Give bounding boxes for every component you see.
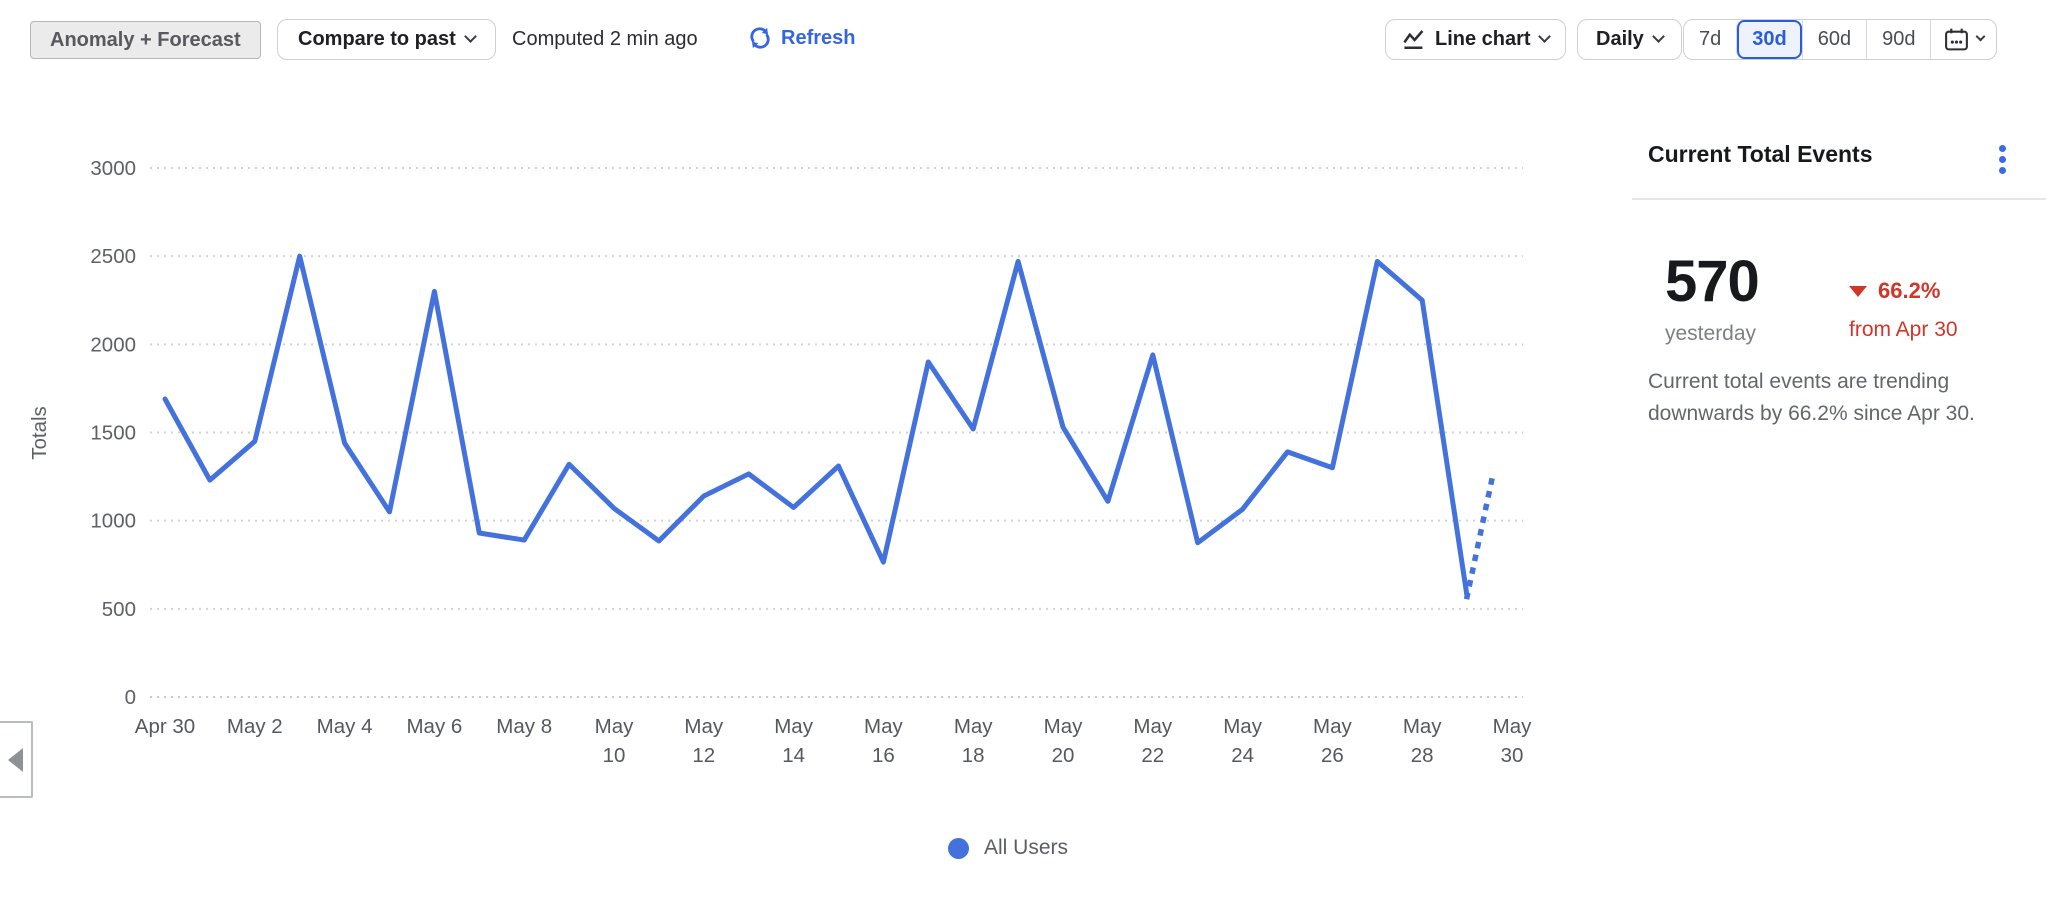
kebab-menu-button[interactable] xyxy=(1986,142,2018,176)
chart-type-button[interactable]: Line chart xyxy=(1385,19,1566,60)
x-tick-label: May xyxy=(954,715,993,738)
refresh-button[interactable]: Refresh xyxy=(747,25,855,51)
granularity-button[interactable]: Daily xyxy=(1577,19,1682,60)
collapse-panel-button[interactable] xyxy=(0,721,33,798)
delta-row: 66.2% xyxy=(1849,278,1958,304)
trend-description-line: Current total events are trending xyxy=(1648,370,1950,393)
x-tick-label: May 2 xyxy=(227,715,283,738)
delta-caption: from Apr 30 xyxy=(1849,318,1958,341)
current-total-caption: yesterday xyxy=(1665,322,1757,345)
x-tick-label: 10 xyxy=(603,744,626,767)
kebab-dot xyxy=(1998,166,2006,174)
chevron-down-icon xyxy=(1976,31,1986,42)
current-total-value: 570 xyxy=(1665,249,1760,314)
x-tick-label: May xyxy=(864,715,903,738)
range-60d-button[interactable]: 60d xyxy=(1801,20,1866,59)
x-tick-label: May 8 xyxy=(496,715,552,738)
computed-timestamp: Computed 2 min ago xyxy=(512,28,698,50)
x-tick-label: 12 xyxy=(692,744,715,767)
date-range-group: 7d 30d 60d 90d xyxy=(1683,19,1998,60)
triangle-left-icon xyxy=(8,747,23,772)
y-tick-label: 3000 xyxy=(90,157,136,180)
refresh-icon xyxy=(750,27,770,49)
x-tick-label: May xyxy=(774,715,813,738)
series-color-dot xyxy=(947,837,969,859)
x-tick-label: May 4 xyxy=(317,715,373,738)
y-tick-label: 500 xyxy=(102,598,136,621)
chart-type-label: Line chart xyxy=(1435,28,1531,50)
x-tick-label: May xyxy=(1313,715,1352,738)
x-tick-label: 26 xyxy=(1321,744,1344,767)
trend-description-line: downwards by 66.2% since Apr 30. xyxy=(1648,401,1975,425)
compare-to-past-label: Compare to past xyxy=(298,28,456,50)
delta-percent: 66.2% xyxy=(1878,278,1941,303)
chevron-down-icon xyxy=(1537,30,1551,43)
refresh-label: Refresh xyxy=(781,26,856,49)
custom-date-range-button[interactable] xyxy=(1930,20,1996,59)
x-tick-label: 30 xyxy=(1501,744,1524,767)
panel-divider xyxy=(1632,198,2046,200)
line-chart-icon xyxy=(1403,29,1424,49)
x-tick-label: May xyxy=(1044,715,1083,738)
range-30d-button[interactable]: 30d xyxy=(1736,20,1802,59)
chevron-down-icon xyxy=(1651,30,1665,43)
summary-title: Current Total Events xyxy=(1648,141,1873,167)
chevron-down-icon xyxy=(463,30,477,43)
y-tick-label: 1000 xyxy=(90,510,136,533)
granularity-label: Daily xyxy=(1596,28,1644,50)
triangle-down-icon xyxy=(1849,285,1867,297)
x-tick-label: 24 xyxy=(1231,744,1254,767)
x-tick-label: 16 xyxy=(872,744,895,767)
delta-block: 66.2% from Apr 30 xyxy=(1849,278,1958,342)
trend-description: Current total events are trending downwa… xyxy=(1648,366,2048,430)
x-tick-label: May xyxy=(1223,715,1262,738)
calendar-icon xyxy=(1945,28,1969,51)
x-tick-label: 14 xyxy=(782,744,805,767)
x-tick-label: May xyxy=(1403,715,1442,738)
anomaly-forecast-button[interactable]: Anomaly + Forecast xyxy=(30,21,261,59)
range-90d-button[interactable]: 90d xyxy=(1866,20,1930,59)
forecast-line xyxy=(1463,466,1498,600)
x-tick-label: 18 xyxy=(962,744,985,767)
legend-item-all-users[interactable]: All Users xyxy=(947,836,1069,860)
x-tick-label: May xyxy=(1493,715,1532,738)
y-tick-label: 2500 xyxy=(90,245,136,268)
series-line xyxy=(162,253,1470,599)
x-tick-label: May xyxy=(1133,715,1172,738)
x-tick-label: May xyxy=(684,715,723,738)
kebab-dot xyxy=(1998,144,2006,152)
y-tick-label: 1500 xyxy=(90,422,136,445)
kebab-dot xyxy=(1998,155,2006,163)
x-tick-label: Apr 30 xyxy=(135,715,195,738)
x-tick-label: May xyxy=(595,715,634,738)
range-7d-button[interactable]: 7d xyxy=(1699,28,1722,50)
x-tick-label: May 6 xyxy=(406,715,462,738)
compare-to-past-button[interactable]: Compare to past xyxy=(277,19,496,60)
anomaly-forecast-label: Anomaly + Forecast xyxy=(50,28,241,51)
y-tick-label: 2000 xyxy=(90,333,136,356)
x-tick-label: 22 xyxy=(1141,744,1164,767)
x-tick-label: 28 xyxy=(1411,744,1434,767)
series-label: All Users xyxy=(983,836,1069,859)
y-axis-title: Totals xyxy=(28,406,51,460)
x-tick-label: 20 xyxy=(1052,744,1075,767)
y-tick-label: 0 xyxy=(125,686,136,709)
